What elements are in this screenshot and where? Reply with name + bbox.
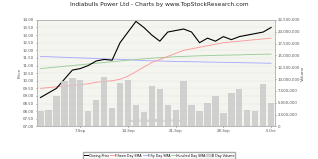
Bar	[53, 96, 60, 126]
Bar	[236, 89, 243, 126]
Legend: Closing Price, Fifteen Day SMA, Fifty Day SMA, Hundred Day SMA, 8 Day Volume: Closing Price, Fifteen Day SMA, Fifty Da…	[83, 152, 235, 159]
Bar	[220, 113, 227, 126]
Bar	[38, 111, 44, 126]
Bar	[45, 110, 52, 126]
Bar	[109, 108, 115, 126]
Bar	[165, 105, 171, 126]
Bar	[141, 112, 147, 126]
Bar	[252, 111, 259, 126]
Bar	[212, 96, 219, 126]
Bar	[189, 105, 195, 126]
Bar	[61, 81, 68, 126]
Text: www.TopStockResearch.com: www.TopStockResearch.com	[128, 119, 183, 123]
Bar	[133, 105, 139, 126]
Bar	[181, 81, 187, 126]
Bar	[268, 103, 274, 126]
Bar	[93, 100, 99, 126]
Bar	[125, 80, 131, 126]
Bar	[157, 89, 163, 126]
Bar	[69, 78, 76, 126]
Bar	[149, 86, 155, 126]
Bar	[204, 103, 211, 126]
Bar	[260, 84, 266, 126]
Y-axis label: Volume: Volume	[301, 66, 306, 81]
Bar	[77, 80, 84, 126]
Bar	[228, 93, 235, 126]
Bar	[117, 83, 123, 126]
Bar	[173, 110, 179, 126]
Bar	[197, 111, 203, 126]
Text: Indiabulls Power Ltd - Charts by www.TopStockResearch.com: Indiabulls Power Ltd - Charts by www.Top…	[70, 2, 248, 7]
Y-axis label: Price: Price	[17, 68, 21, 78]
Bar	[244, 110, 251, 126]
Bar	[101, 77, 107, 126]
Bar	[85, 111, 92, 126]
